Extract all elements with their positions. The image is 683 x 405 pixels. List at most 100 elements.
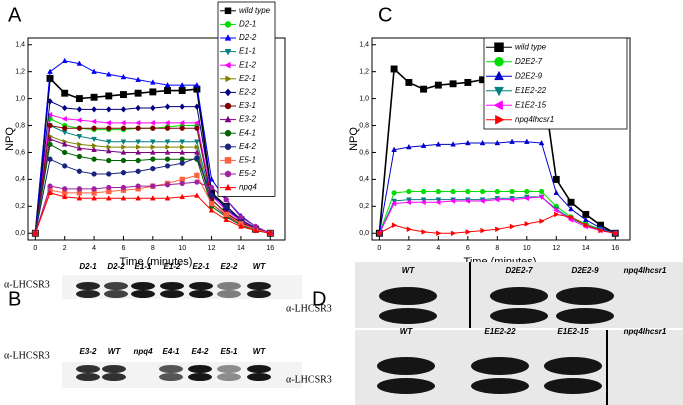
x-tick-label: 4 — [92, 245, 96, 252]
marker — [224, 143, 232, 151]
lane-label: E1-1 — [135, 262, 152, 271]
marker — [76, 106, 83, 113]
marker — [120, 91, 127, 99]
x-tick-label: 0 — [377, 245, 381, 252]
series-line — [378, 141, 616, 234]
marker — [224, 88, 232, 97]
marker — [421, 229, 427, 235]
marker — [120, 139, 127, 145]
marker — [179, 81, 186, 88]
marker — [62, 186, 68, 192]
protein-band — [556, 308, 614, 324]
protein-band — [102, 365, 126, 373]
marker — [224, 21, 232, 28]
marker — [62, 125, 68, 131]
x-tick-label: 6 — [466, 245, 470, 252]
protein-band — [471, 378, 529, 394]
marker — [105, 195, 112, 201]
legend-label: E2-2 — [239, 88, 256, 97]
marker — [420, 85, 428, 93]
protein-band — [471, 357, 529, 375]
marker — [406, 188, 412, 195]
marker — [524, 188, 530, 195]
marker — [32, 230, 39, 236]
marker — [179, 120, 185, 126]
marker — [47, 141, 53, 148]
marker — [238, 223, 244, 229]
marker — [106, 125, 112, 131]
lane-label: D2-2 — [107, 262, 125, 271]
marker — [179, 103, 185, 110]
blot-panel: Bα-LHCSR3 D2-1 D2-2 E1-1 E1-2 E2-1 E2-2 WT α-LHC… — [4, 262, 302, 388]
marker — [120, 157, 127, 164]
marker — [150, 104, 156, 112]
marker — [150, 165, 156, 172]
y-tick-label: 0,6 — [359, 149, 369, 156]
marker — [91, 136, 97, 143]
marker — [91, 68, 97, 74]
marker — [582, 216, 589, 222]
marker — [464, 78, 472, 86]
protein-band — [379, 287, 437, 305]
protein-band — [160, 290, 184, 298]
marker — [76, 168, 83, 174]
x-tick-label: 12 — [552, 245, 560, 252]
marker — [494, 196, 500, 203]
marker — [553, 189, 560, 196]
marker — [47, 122, 53, 129]
marker — [194, 192, 200, 198]
marker — [134, 89, 142, 97]
protein-band — [217, 282, 241, 290]
marker — [47, 183, 53, 189]
lane-label: E3-2 — [80, 347, 97, 356]
marker — [523, 195, 529, 202]
x-tick-label: 2 — [63, 245, 67, 252]
protein-band — [377, 378, 435, 394]
marker — [164, 149, 171, 155]
marker — [509, 223, 516, 230]
protein-band — [76, 282, 100, 290]
legend-label: D2E2-7 — [515, 57, 543, 66]
marker — [106, 106, 112, 113]
panel-label: A — [8, 4, 22, 26]
marker — [164, 81, 171, 88]
y-tick-label: 1,4 — [15, 42, 25, 49]
y-tick-label: 1,2 — [15, 69, 25, 76]
antibody-label: α-LHCSR3 — [286, 303, 332, 314]
marker — [61, 141, 68, 147]
marker — [120, 120, 126, 126]
marker — [225, 75, 232, 83]
marker — [61, 57, 68, 64]
x-tick-label: 16 — [266, 245, 274, 252]
marker — [538, 194, 544, 200]
marker — [165, 144, 171, 150]
marker — [449, 198, 456, 204]
lane-label: D2E2-9 — [571, 266, 599, 275]
marker — [135, 168, 141, 174]
lane-label: E2-2 — [221, 262, 238, 271]
protein-band — [377, 357, 435, 375]
marker — [539, 218, 545, 224]
marker — [120, 195, 127, 201]
y-tick-label: 1,2 — [359, 69, 369, 76]
marker — [568, 205, 574, 212]
marker — [164, 103, 171, 110]
marker — [377, 230, 383, 237]
protein-band — [159, 373, 183, 381]
y-tick-label: 0,6 — [15, 149, 25, 156]
marker — [224, 157, 232, 164]
marker — [106, 157, 112, 164]
marker — [77, 141, 83, 148]
marker — [391, 222, 398, 229]
marker — [178, 87, 186, 94]
legend-label: E1-1 — [239, 47, 256, 56]
x-tick-label: 0 — [33, 245, 37, 252]
marker — [465, 139, 471, 146]
marker — [552, 175, 560, 183]
marker — [106, 184, 112, 191]
marker — [450, 188, 456, 195]
marker — [224, 102, 232, 110]
marker — [149, 88, 157, 96]
marker — [224, 34, 232, 41]
marker — [508, 196, 515, 203]
